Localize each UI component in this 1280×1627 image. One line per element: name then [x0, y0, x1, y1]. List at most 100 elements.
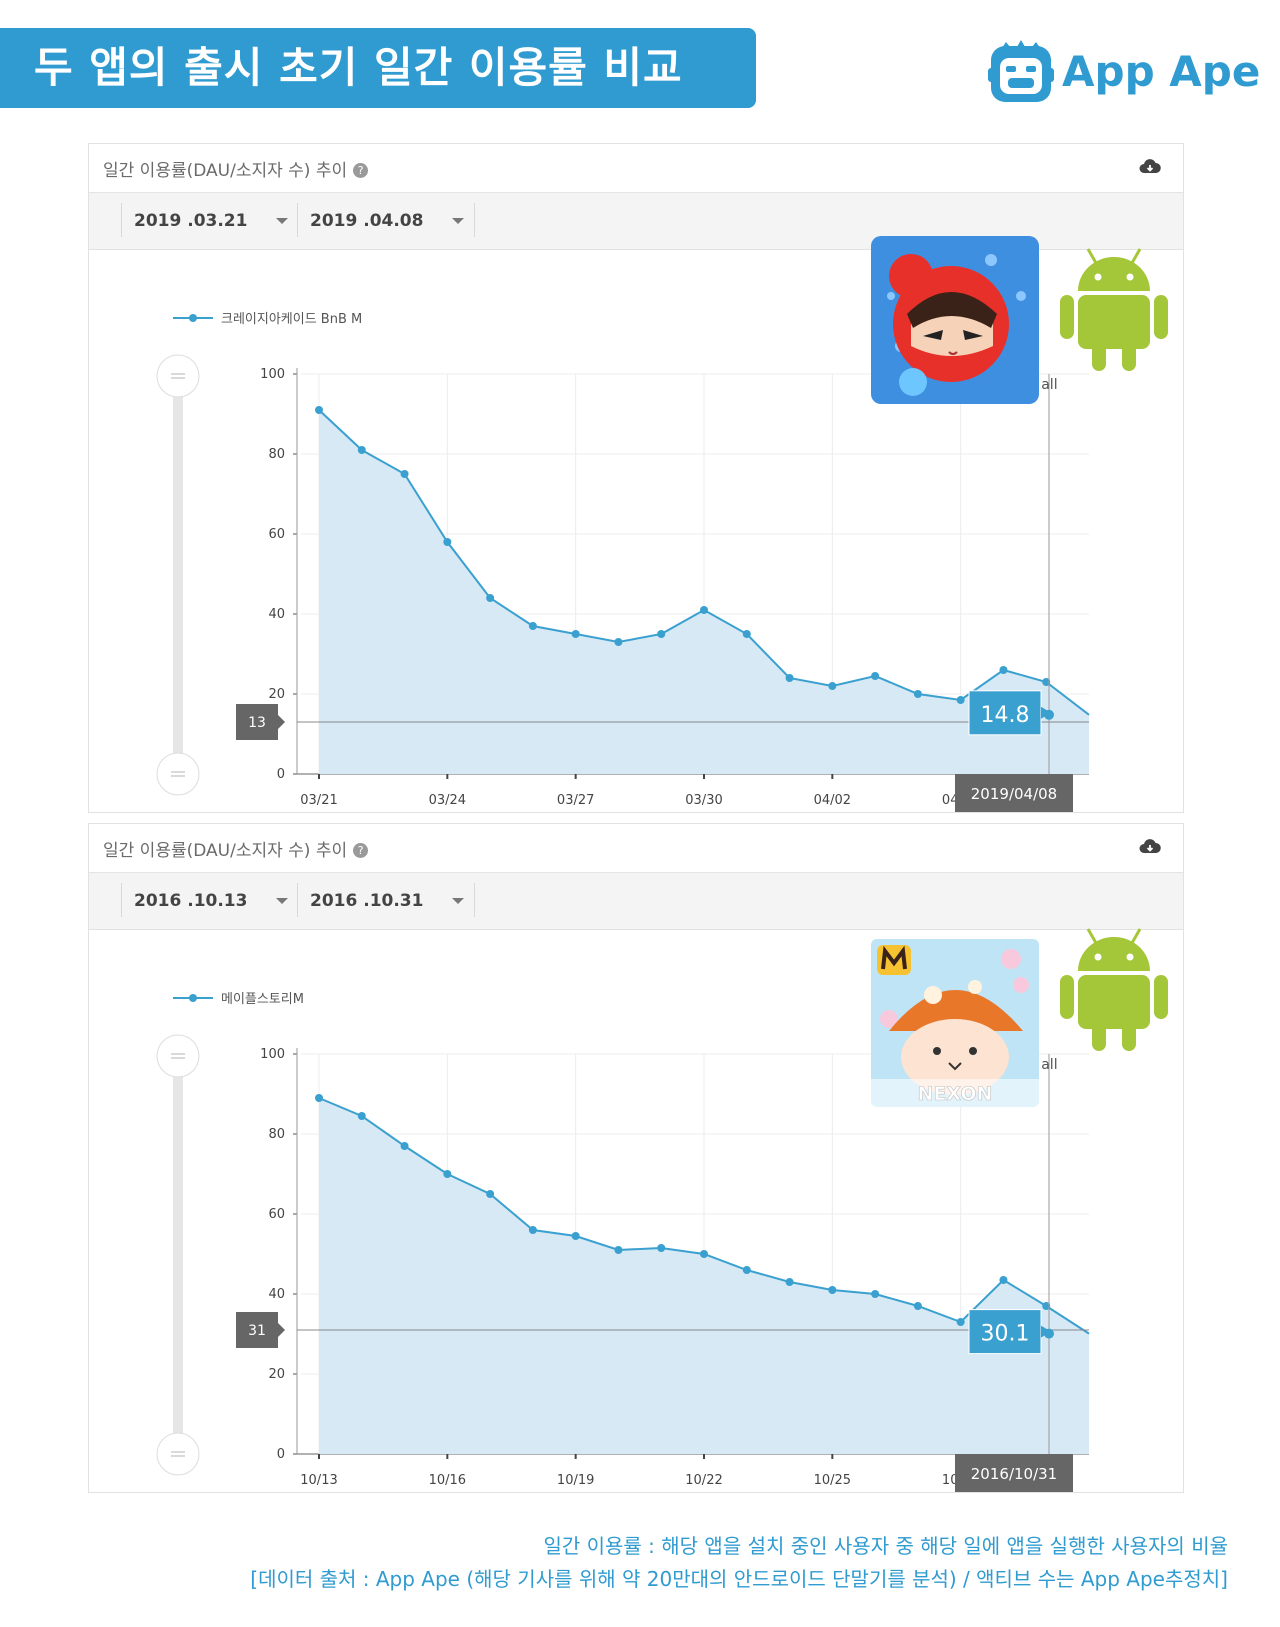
cloud-download-icon[interactable] — [1139, 158, 1161, 176]
data-point — [700, 1250, 708, 1258]
ref-label: 31 — [248, 1323, 266, 1339]
ape-face-icon — [988, 40, 1054, 102]
chart-panel-1: 일간 이용률(DAU/소지자 수) 추이? 2019 .03.21 2019 .… — [88, 143, 1184, 813]
data-point — [913, 1302, 922, 1310]
page-title: 두 앱의 출시 초기 일간 이용률 비교 — [34, 43, 683, 92]
date-from-value: 2019 .03.21 — [134, 211, 248, 231]
data-point — [357, 1112, 366, 1120]
x-tick-label: 04/02 — [814, 793, 851, 808]
x-tick-label: 10/19 — [557, 1473, 594, 1488]
y-tick-label: 100 — [260, 1047, 285, 1062]
data-point — [1044, 1328, 1054, 1339]
ref-label-box — [236, 704, 278, 740]
y-tick-label: 0 — [277, 767, 285, 782]
range-slider-track — [173, 1062, 183, 1447]
date-toolbar: 2016 .10.13 2016 .10.31 — [89, 873, 1183, 930]
chevron-down-icon — [452, 898, 464, 904]
y-tick-label: 20 — [268, 1367, 285, 1382]
panel-header: 일간 이용률(DAU/소지자 수) 추이? — [89, 824, 1183, 873]
y-tick-label: 40 — [268, 1287, 285, 1302]
data-point — [785, 674, 794, 682]
y-tick-label: 60 — [268, 1207, 285, 1222]
date-tooltip: 2016/10/31 — [971, 1465, 1057, 1483]
legend-marker — [189, 314, 197, 322]
data-point — [571, 1232, 580, 1240]
data-point — [828, 682, 837, 690]
x-tick-label: 03/24 — [429, 793, 466, 808]
panel-title: 일간 이용률(DAU/소지자 수) 추이? — [103, 836, 369, 861]
data-point — [400, 470, 409, 478]
y-tick-label: 20 — [268, 687, 285, 702]
data-point — [956, 696, 965, 704]
data-point — [528, 622, 537, 630]
android-icon — [1060, 248, 1168, 371]
area-chart: 메이플스토리M 0 20 40 60 80 100 10/13 10/16 10/19 10/22 1… — [156, 992, 1090, 1492]
value-tooltip-box — [968, 1309, 1042, 1355]
y-tick-label: 80 — [268, 447, 285, 462]
footer-source: [데이터 출처 : App Ape (해당 기사를 위해 약 20만대의 안드로… — [250, 1567, 1228, 1591]
chart-panel-2: 일간 이용률(DAU/소지자 수) 추이? 2016 .10.13 2016 .… — [88, 823, 1184, 1493]
ref-label-arrow — [278, 1323, 285, 1337]
panel-header: 일간 이용률(DAU/소지자 수) 추이? — [89, 144, 1183, 193]
range-slider-handle[interactable] — [156, 752, 200, 796]
x-tick-label: 10/13 — [300, 1473, 337, 1488]
data-point — [486, 1190, 495, 1198]
footer-definition: 일간 이용률 : 해당 앱을 설치 중인 사용자 중 해당 일에 앱을 실행한 … — [543, 1534, 1228, 1558]
date-tooltip: 2019/04/08 — [971, 785, 1057, 803]
date-to-select[interactable]: 2019 .04.08 — [297, 203, 475, 237]
x-tick-label: 03/30 — [685, 793, 722, 808]
range-slider-handle[interactable] — [156, 354, 200, 398]
data-point — [871, 1290, 880, 1298]
data-point — [657, 630, 666, 638]
data-point — [999, 1276, 1008, 1284]
data-point — [999, 666, 1008, 674]
y-tick-label: 100 — [260, 367, 285, 382]
data-point — [913, 690, 922, 698]
question-icon[interactable]: ? — [353, 163, 369, 178]
area-fill — [319, 1098, 1089, 1454]
date-from-select[interactable]: 2019 .03.21 — [121, 203, 299, 237]
x-tick-label: 03/27 — [557, 793, 594, 808]
date-to-value: 2016 .10.31 — [310, 891, 424, 911]
data-point — [443, 1170, 452, 1178]
ref-label: 13 — [248, 715, 266, 731]
page-title-banner: 두 앱의 출시 초기 일간 이용률 비교 — [0, 28, 756, 108]
data-point — [571, 630, 580, 638]
data-point — [742, 630, 751, 638]
panel-title: 일간 이용률(DAU/소지자 수) 추이? — [103, 156, 369, 181]
range-slider-handle[interactable] — [156, 1034, 200, 1078]
chevron-down-icon — [276, 898, 288, 904]
date-to-select[interactable]: 2016 .10.31 — [297, 883, 475, 917]
tooltip-value: 30.1 — [981, 1322, 1030, 1347]
crazy-arcade-app-icon — [871, 236, 1039, 404]
x-tick-label: 03/21 — [300, 793, 337, 808]
cloud-download-icon[interactable] — [1139, 838, 1161, 856]
value-tooltip-box — [968, 690, 1042, 736]
data-point — [486, 594, 495, 602]
range-slider-handle[interactable] — [156, 1432, 200, 1476]
chevron-down-icon — [452, 218, 464, 224]
data-point — [614, 1246, 623, 1254]
android-icon — [1060, 928, 1168, 1051]
ref-label-arrow — [278, 715, 285, 729]
data-point — [315, 1094, 323, 1102]
data-point — [528, 1226, 537, 1234]
area-fill — [319, 410, 1089, 774]
y-tick-label: 0 — [277, 1447, 285, 1462]
y-tick-label: 80 — [268, 1127, 285, 1142]
maplestory-m-app-icon: NEXON — [871, 939, 1039, 1107]
date-from-select[interactable]: 2016 .10.13 — [121, 883, 299, 917]
y-tick-label: 60 — [268, 527, 285, 542]
data-point — [614, 638, 623, 646]
y-tick-label: 40 — [268, 607, 285, 622]
question-icon[interactable]: ? — [353, 843, 369, 858]
tooltip-value: 14.8 — [981, 703, 1030, 728]
data-point — [871, 672, 880, 680]
data-point — [357, 446, 366, 454]
x-tick-label: 10/22 — [685, 1473, 722, 1488]
brand-logo: App Ape — [988, 34, 1260, 108]
data-point — [657, 1244, 666, 1252]
legend-label: 크레이지아케이드 BnB M — [221, 312, 362, 327]
panel-title-text: 일간 이용률(DAU/소지자 수) 추이 — [103, 841, 348, 861]
data-point — [742, 1266, 751, 1274]
